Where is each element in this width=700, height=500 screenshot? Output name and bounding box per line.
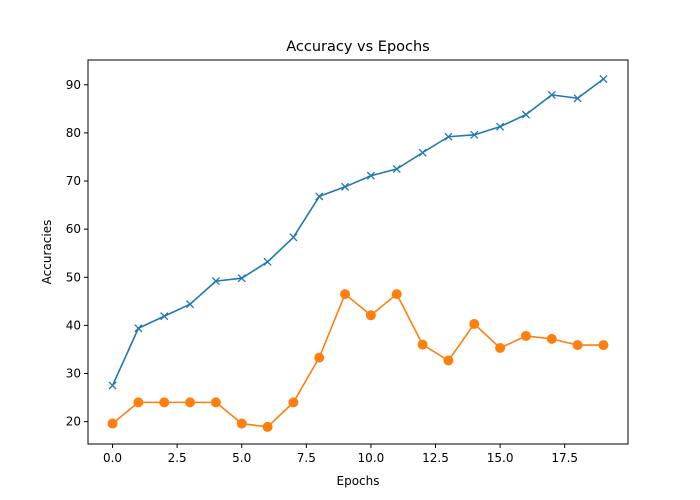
data-point <box>341 182 350 191</box>
data-point <box>365 310 376 321</box>
y-tick-label: 60 <box>66 222 81 236</box>
series-1-line <box>111 78 604 386</box>
y-tick-label: 40 <box>66 318 81 332</box>
series-2 <box>107 289 609 432</box>
data-point <box>134 324 143 333</box>
series-1 <box>108 74 608 390</box>
data-point <box>496 122 505 131</box>
data-point <box>263 257 272 266</box>
data-point <box>366 171 375 180</box>
data-point <box>520 330 531 341</box>
data-point <box>547 90 556 99</box>
data-point <box>262 421 273 432</box>
data-point <box>573 94 582 103</box>
data-point <box>159 397 170 408</box>
data-point <box>107 418 118 429</box>
y-tick-label: 80 <box>66 126 81 140</box>
x-tick-label: 12.5 <box>422 451 449 465</box>
data-point <box>418 148 427 157</box>
data-point <box>236 418 247 429</box>
y-tick-label: 50 <box>66 270 81 284</box>
data-point <box>521 110 531 119</box>
data-point <box>443 355 454 366</box>
x-tick-label: 7.5 <box>297 451 316 465</box>
data-point <box>340 289 351 300</box>
x-tick-label: 2.5 <box>168 451 187 465</box>
data-point <box>210 397 221 408</box>
data-point <box>599 74 608 84</box>
data-point <box>211 277 220 286</box>
data-point <box>391 289 402 300</box>
data-point <box>288 397 299 408</box>
x-axis-label: Epochs <box>337 474 380 488</box>
x-tick-label: 10.0 <box>358 451 385 465</box>
y-tick-label: 70 <box>66 174 81 188</box>
data-point <box>598 340 609 351</box>
plot-frame <box>87 59 629 445</box>
x-tick-label: 5.0 <box>232 451 251 465</box>
y-tick-label: 30 <box>66 367 81 381</box>
data-point <box>572 340 583 351</box>
data-point <box>546 333 557 344</box>
x-tick-label: 15.0 <box>487 451 514 465</box>
data-point <box>237 274 246 283</box>
x-axis-ticks: 0.0 2.5 5.0 7.5 10.0 12.5 15.0 17.5 <box>103 444 578 465</box>
y-axis-ticks: 20 30 40 50 60 70 80 90 <box>66 78 88 429</box>
data-point <box>392 164 401 174</box>
x-tick-label: 0.0 <box>103 451 122 465</box>
x-tick-label: 17.5 <box>551 451 578 465</box>
data-point <box>314 352 325 363</box>
data-point <box>470 130 479 139</box>
data-point <box>289 233 298 242</box>
data-point <box>469 318 480 329</box>
data-point <box>417 339 428 350</box>
data-point <box>444 132 453 141</box>
data-point <box>133 397 144 408</box>
data-point <box>315 192 324 201</box>
data-point <box>185 397 196 408</box>
data-point <box>108 381 117 390</box>
series-layer <box>107 74 609 432</box>
data-point <box>160 312 169 321</box>
data-point <box>185 300 195 309</box>
y-tick-label: 90 <box>66 78 81 92</box>
chart-title: Accuracy vs Epochs <box>286 39 430 55</box>
data-point <box>495 343 506 353</box>
y-axis-label: Accuracies <box>40 220 54 285</box>
y-tick-label: 20 <box>66 415 81 429</box>
